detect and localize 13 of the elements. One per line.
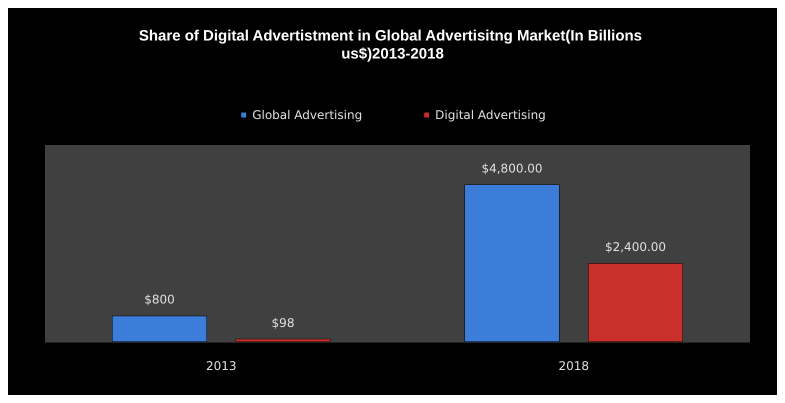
bar [588,263,683,342]
data-label: $98 [272,316,294,330]
bar [464,184,560,342]
legend-label: Global Advertising [252,108,362,122]
chart-title: Share of Digital Advertistment in Global Advertisitng Market(In Billions us$)2013-2018 [138,28,646,62]
x-tick-label: 2018 [558,359,590,373]
data-label: $4,800.00 [481,161,543,176]
x-tick-label: 2013 [206,359,237,373]
data-label: $800 [144,292,175,307]
legend-label: Digital Advertising [435,108,546,122]
bar [236,338,330,342]
data-label: $2,400.00 [604,240,666,254]
bar [112,316,207,342]
